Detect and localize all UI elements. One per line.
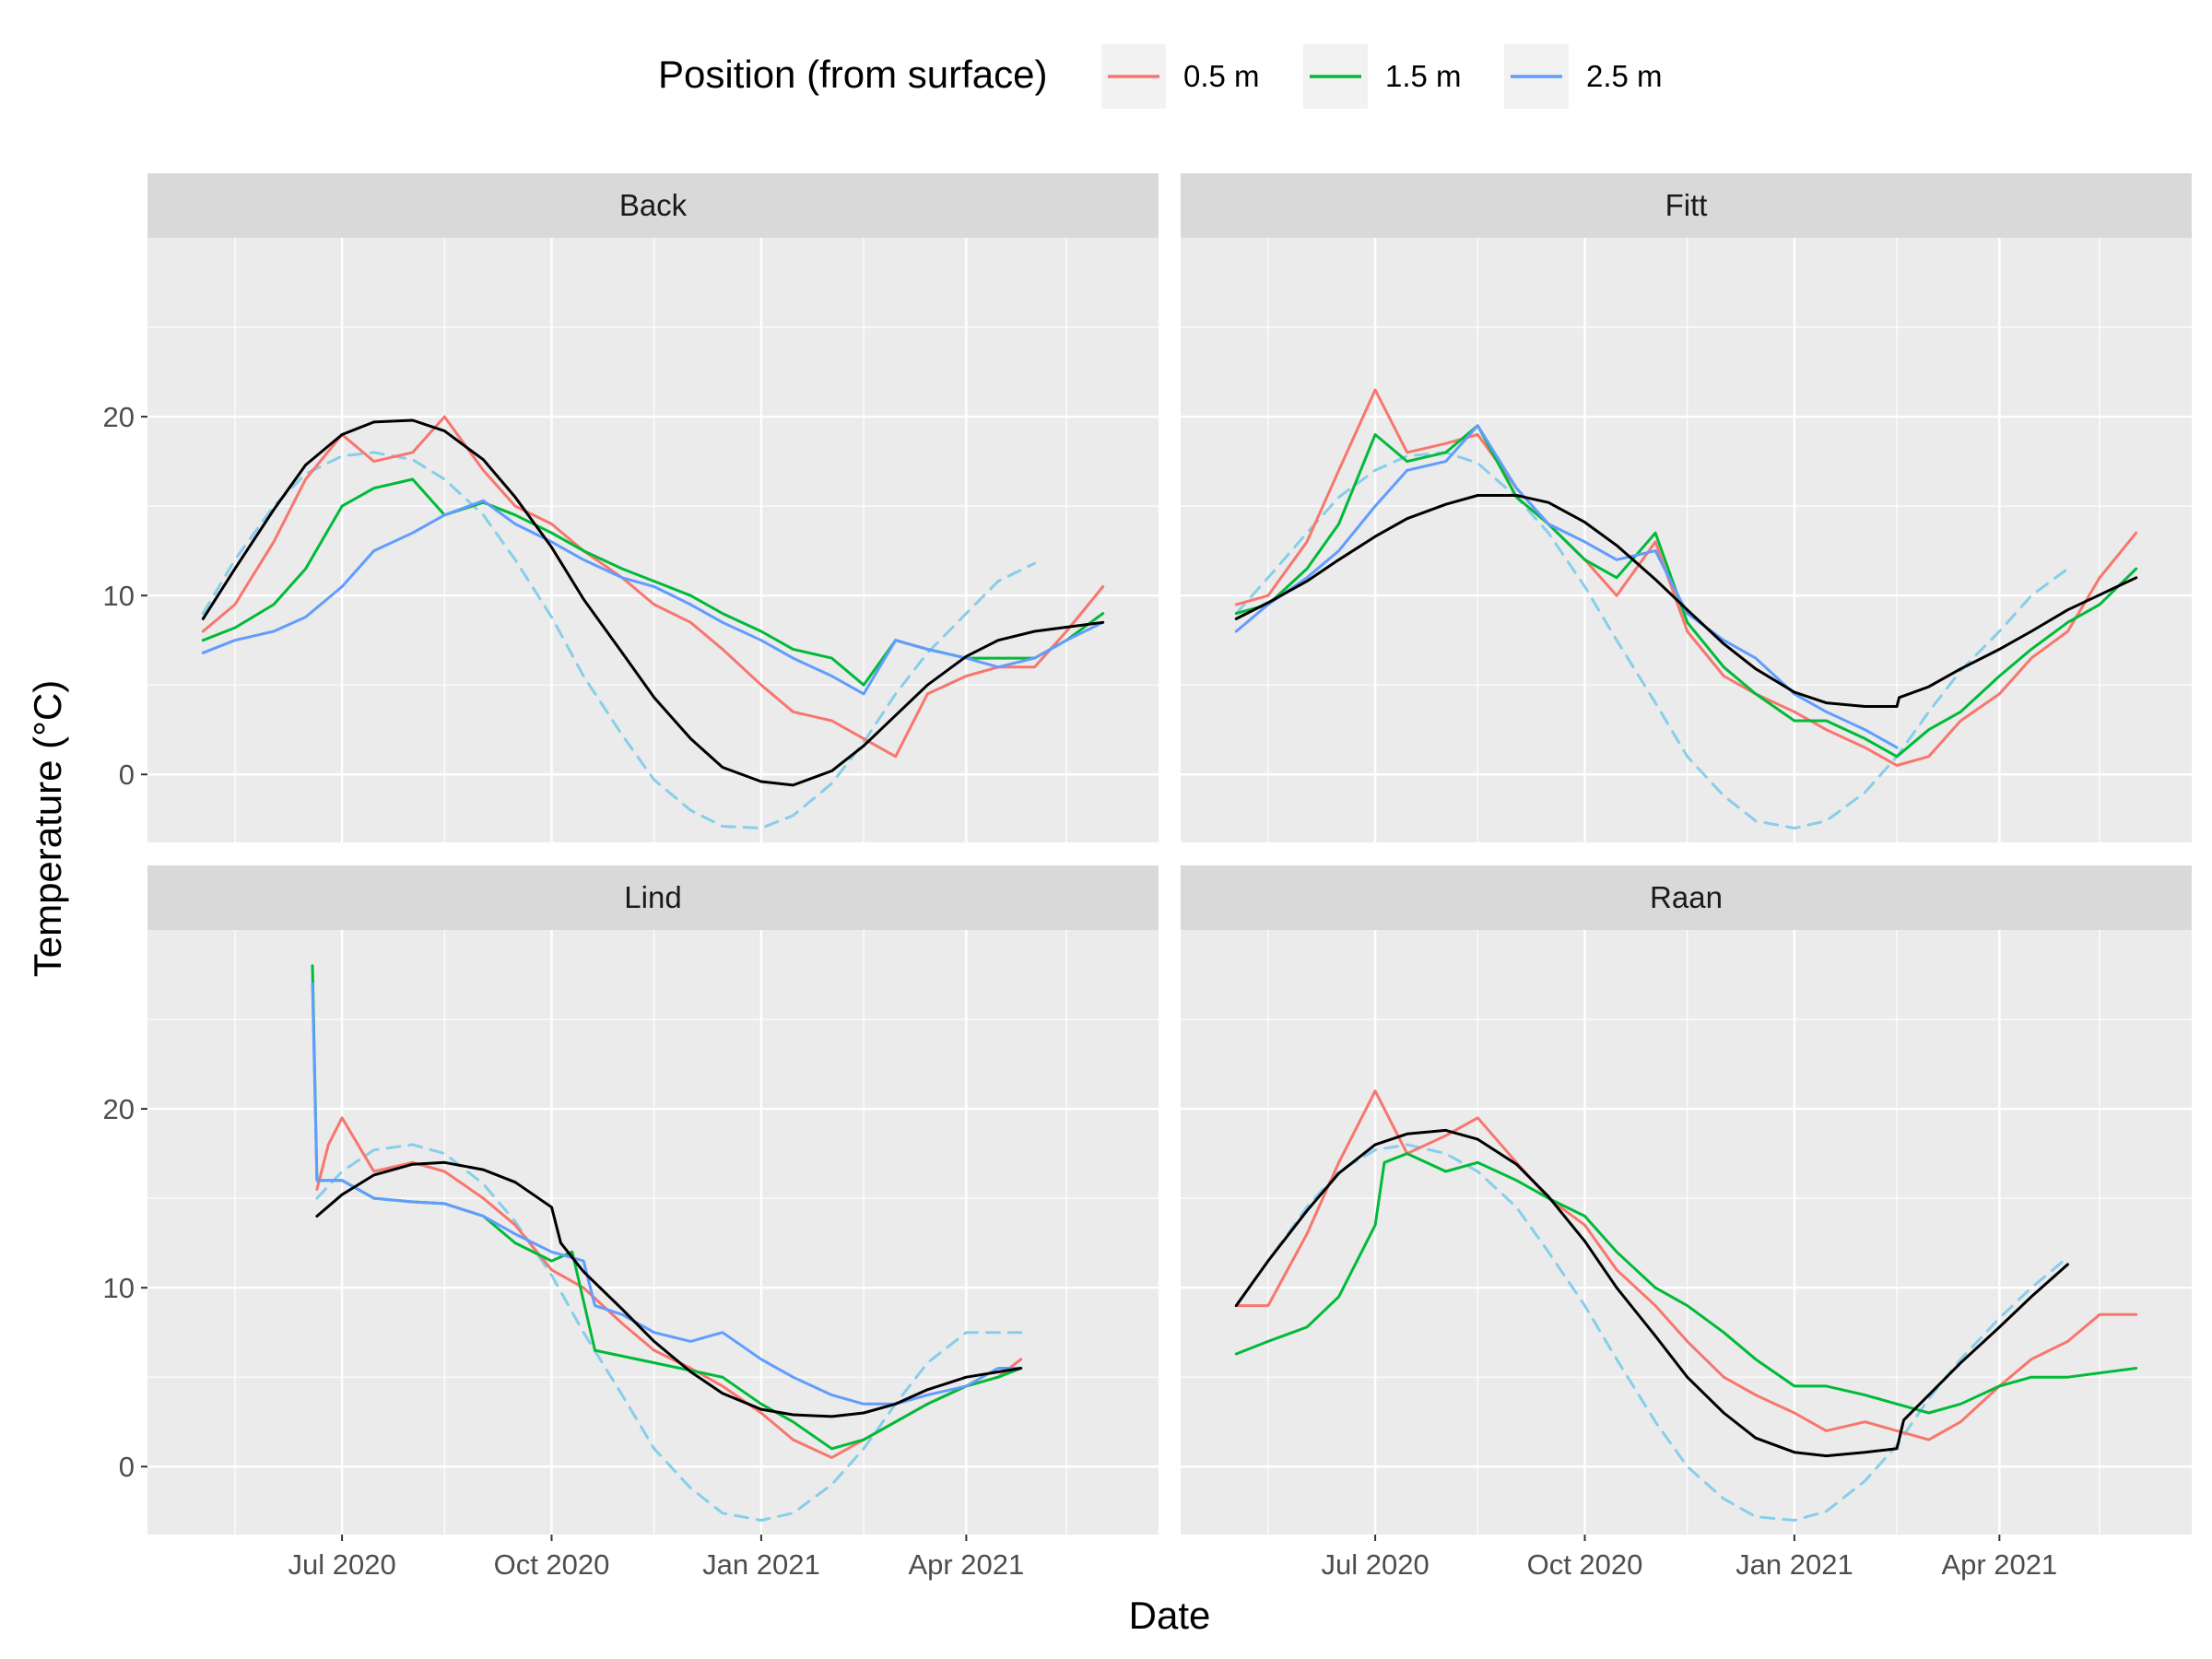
- series-line-0-5m: [201, 415, 1105, 759]
- x-axis-title: Date: [1129, 1594, 1211, 1637]
- y-tick-label: 0: [119, 759, 135, 791]
- y-tick-label: 20: [103, 401, 135, 433]
- y-tick-label: 20: [103, 1093, 135, 1125]
- plot-background: [147, 930, 1159, 1535]
- reference-curve: [1234, 1143, 2069, 1522]
- facet-strip-label: Raan: [1650, 880, 1723, 914]
- fit-curve: [1234, 494, 2138, 708]
- plot-background: [147, 238, 1159, 842]
- x-tick-label: Oct 2020: [494, 1548, 610, 1581]
- legend-entry-label: 1.5 m: [1385, 59, 1462, 93]
- series-line-2-5m: [201, 499, 1105, 696]
- x-tick-label: Jan 2021: [702, 1548, 820, 1581]
- series-line-1-5m: [1234, 1152, 2138, 1415]
- x-tick-label: Jul 2020: [288, 1548, 396, 1581]
- fit-curve: [1234, 1128, 2069, 1458]
- y-tick-label: 10: [103, 1272, 135, 1304]
- legend: Position (from surface) 0.5 m 1.5 m 2.5 m: [658, 44, 1663, 109]
- series-line-0-5m: [1234, 388, 2138, 767]
- facet-strip: [147, 173, 1159, 238]
- series-line-0-5m: [1234, 1089, 2138, 1441]
- facet-strip: [1181, 173, 2192, 238]
- reference-curve: [315, 1143, 1023, 1522]
- legend-entry: 0.5 m: [1101, 44, 1260, 109]
- fit-curve: [315, 1160, 1023, 1418]
- panel-back: Back 0 10 20: [103, 173, 1159, 842]
- x-tick-label: Apr 2021: [908, 1548, 1024, 1581]
- legend-entry-label: 0.5 m: [1183, 59, 1260, 93]
- facet-strip-label: Back: [619, 188, 688, 222]
- reference-curve: [1234, 451, 2069, 830]
- legend-title: Position (from surface): [658, 53, 1047, 96]
- panel-raan: Raan Jul 2020 Oct 2020 Jan 2021 Apr 2021: [1181, 865, 2192, 1581]
- legend-entry: 1.5 m: [1303, 44, 1462, 109]
- facet-strip-label: Lind: [624, 880, 681, 914]
- panel-lind: Lind 0 10 20 Jul 2020 Oct 2020 Jan 2021 Apr 202…: [103, 865, 1159, 1581]
- reference-curve: [201, 451, 1036, 830]
- y-axis-title: Temperature (°C): [26, 680, 69, 978]
- panel-fitt: Fitt: [1181, 173, 2192, 842]
- x-tick-label: Oct 2020: [1527, 1548, 1643, 1581]
- facet-strip: [147, 865, 1159, 930]
- legend-entry-label: 2.5 m: [1586, 59, 1663, 93]
- facet-strip-label: Fitt: [1665, 188, 1708, 222]
- x-tick-label: Jan 2021: [1735, 1548, 1853, 1581]
- panels: Back 0 10 20 Fitt Lind 0 10 20 Jul 2020 Oct 2020 Ja…: [103, 173, 2192, 1581]
- x-tick-label: Apr 2021: [1941, 1548, 2057, 1581]
- facet-strip: [1181, 865, 2192, 930]
- plot-background: [1181, 238, 2192, 842]
- plot-background: [1181, 930, 2192, 1535]
- legend-entry: 2.5 m: [1504, 44, 1663, 109]
- y-tick-label: 10: [103, 580, 135, 612]
- x-tick-label: Jul 2020: [1322, 1548, 1430, 1581]
- series-line-1-5m: [1234, 424, 2138, 759]
- fit-curve: [201, 418, 1105, 787]
- y-tick-label: 0: [119, 1451, 135, 1483]
